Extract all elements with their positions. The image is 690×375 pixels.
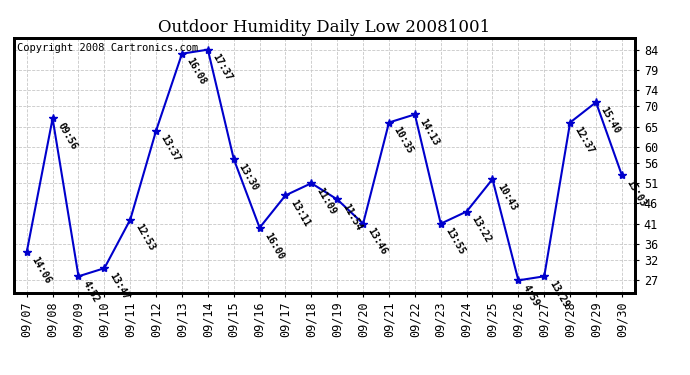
Text: 17:37: 17:37: [210, 53, 234, 83]
Text: 16:08: 16:08: [185, 57, 208, 87]
Text: 10:43: 10:43: [495, 182, 519, 212]
Text: 13:47: 13:47: [107, 271, 130, 302]
Text: 4:52: 4:52: [81, 279, 101, 304]
Text: 13:29: 13:29: [547, 279, 571, 309]
Text: 09:56: 09:56: [55, 121, 79, 152]
Text: 16:00: 16:00: [262, 231, 286, 261]
Text: Copyright 2008 Cartronics.com: Copyright 2008 Cartronics.com: [17, 43, 198, 52]
Text: 11:09: 11:09: [314, 186, 337, 216]
Text: 11:54: 11:54: [340, 202, 364, 232]
Text: 14:06: 14:06: [30, 255, 53, 285]
Text: 13:30: 13:30: [237, 162, 260, 192]
Text: 15:40: 15:40: [599, 105, 622, 135]
Text: 14:13: 14:13: [417, 117, 441, 148]
Text: 13:46: 13:46: [366, 226, 389, 257]
Text: 4:59: 4:59: [521, 283, 542, 309]
Text: 15:03: 15:03: [624, 178, 648, 209]
Text: 13:11: 13:11: [288, 198, 312, 229]
Text: 12:53: 12:53: [133, 222, 157, 253]
Text: 12:37: 12:37: [573, 125, 596, 156]
Text: 13:55: 13:55: [444, 226, 467, 257]
Text: 13:37: 13:37: [159, 134, 182, 164]
Title: Outdoor Humidity Daily Low 20081001: Outdoor Humidity Daily Low 20081001: [158, 19, 491, 36]
Text: 13:22: 13:22: [469, 214, 493, 245]
Text: 10:35: 10:35: [392, 125, 415, 156]
